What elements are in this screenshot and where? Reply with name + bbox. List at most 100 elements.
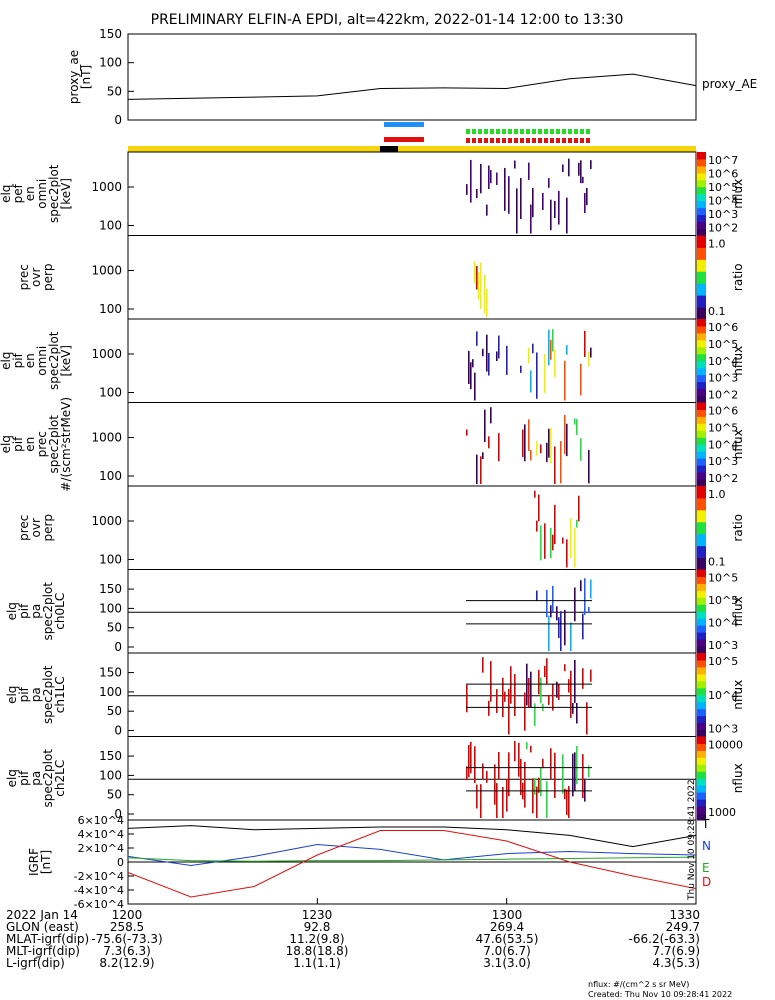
colorbar-tick-label: 10^6: [708, 405, 738, 418]
panel-ylabel-line: ch1LC: [53, 676, 67, 713]
spectrogram-stripe: [550, 528, 552, 559]
spectrogram-stripe: [502, 787, 504, 818]
spectrogram-stripe: [514, 741, 516, 762]
spectrogram-stripe: [582, 668, 584, 689]
spectrogram-stripe: [540, 444, 542, 454]
panel-ylabel-line: ch2LC: [53, 760, 67, 797]
spectrogram-stripe: [562, 537, 564, 544]
colorbar-tick-label: 10^3: [708, 372, 738, 385]
red-dash-segment: [550, 138, 554, 143]
spectrogram-data: [466, 158, 592, 234]
panel-ylabel-line: elq: [5, 686, 19, 704]
colorbar-segment: [697, 221, 706, 230]
colorbar-tick-label: 10^7: [708, 154, 738, 167]
spectrogram-stripe: [490, 170, 492, 184]
ephem-row-label: MLT-igrf(dip): [6, 944, 80, 958]
red-dash-segment: [586, 138, 590, 143]
colorbar-segment: [697, 472, 706, 480]
spectrogram-stripe: [574, 587, 576, 622]
colorbar-segment: [697, 465, 706, 473]
colorbar-segment: [697, 722, 706, 731]
panel-ylabel-line: pif: [11, 436, 25, 452]
spectrogram-stripe: [552, 329, 554, 352]
spectrogram-stripe: [588, 351, 590, 367]
spectrogram-stripe: [520, 758, 522, 796]
colorbar-segment: [697, 486, 706, 499]
spectrogram-stripe: [514, 674, 516, 717]
spectrogram-stripe: [510, 666, 512, 704]
spectrogram-stripe: [564, 609, 566, 646]
igrf-ytick-label: -6×10^4: [74, 898, 124, 911]
spectrogram-stripe: [490, 407, 492, 424]
spectrogram-stripe: [588, 450, 590, 484]
green-dash-segment: [520, 129, 524, 134]
spectrogram-stripe: [562, 164, 564, 173]
ephem-row-label: 2022 Jan 14: [6, 908, 78, 922]
spectrogram-stripe: [554, 349, 556, 378]
green-dash-segment: [538, 129, 542, 134]
colorbar-segment: [697, 214, 706, 223]
green-dash-segment: [508, 129, 512, 134]
ephem-value: 7.7(6.9): [652, 944, 700, 958]
colorbar-tick-label: 10^2: [708, 389, 738, 402]
spectrogram-stripe: [482, 763, 484, 780]
spectrogram-stripe: [550, 605, 552, 618]
red-dash-segment: [478, 138, 482, 143]
footer-note-nflux: nflux: #/(cm^2 s sr MeV): [588, 980, 689, 989]
ephem-value: -66.2(-63.3): [629, 932, 700, 946]
red-dash-segment: [526, 138, 530, 143]
spectrogram-stripe: [554, 200, 556, 218]
green-dash-segment: [544, 129, 548, 134]
spectrogram-stripe: [482, 657, 484, 673]
red-dash-segment: [556, 138, 560, 143]
spectrogram-data: [466, 657, 592, 735]
ae-ylabel-line: [nT]: [79, 65, 93, 89]
spectrogram-stripe: [564, 415, 566, 455]
spectrogram-stripe: [530, 370, 532, 393]
spectrogram-stripe: [550, 748, 552, 780]
colorbar-segment: [697, 666, 706, 675]
spectrogram-stripe: [470, 159, 472, 203]
colorbar-segment: [697, 367, 706, 376]
colorbar-segment: [697, 806, 706, 814]
spectrogram-stripe: [468, 350, 470, 385]
spectrogram-stripe: [542, 192, 544, 211]
red-dash-segment: [574, 138, 578, 143]
spectrogram-stripe: [534, 490, 536, 498]
colorbar-segment: [697, 360, 706, 369]
spectrogram-stripe: [478, 272, 480, 300]
igrf-legend-T: T: [701, 817, 710, 831]
spectrogram-stripe: [590, 160, 592, 170]
green-dash-segment: [466, 129, 470, 134]
colorbar-segment: [697, 409, 706, 417]
colorbar-tick-label: 10^4: [708, 195, 738, 208]
bar-blue: [384, 122, 424, 127]
igrf-lines: [127, 825, 697, 898]
colorbar-tick-label: 10^3: [708, 208, 738, 221]
panel-ylabel-line: pif: [17, 770, 31, 786]
igrf-ytick-label: 2×10^4: [78, 842, 124, 855]
panel-ytick-label: 100: [99, 302, 122, 316]
spectrogram-stripe: [520, 365, 522, 373]
panel-frame: [127, 736, 697, 821]
red-dash-segment: [472, 138, 476, 143]
colorbar-segment: [697, 590, 706, 598]
colorbar-segment: [697, 339, 706, 348]
colorbar-segment: [697, 583, 706, 591]
colorbar-segment: [697, 179, 706, 188]
colorbar-segment: [697, 533, 706, 547]
red-dash-segment: [580, 138, 584, 143]
spectrogram-stripe: [584, 330, 586, 358]
spectrogram-stripe: [588, 607, 590, 614]
red-dash-segment: [520, 138, 524, 143]
colorbar-segment: [697, 604, 706, 612]
spectrogram-stripe: [574, 659, 576, 703]
spectrogram-stripe: [480, 784, 482, 818]
red-dash-segment: [538, 138, 542, 143]
spectrogram-stripe: [548, 694, 550, 705]
spectrogram-stripe: [524, 424, 526, 462]
spectrogram-stripe: [548, 329, 550, 366]
spectrogram-stripe: [574, 418, 576, 425]
panel-ytick-label: 0: [114, 807, 122, 821]
spectrogram-stripe: [540, 677, 542, 704]
